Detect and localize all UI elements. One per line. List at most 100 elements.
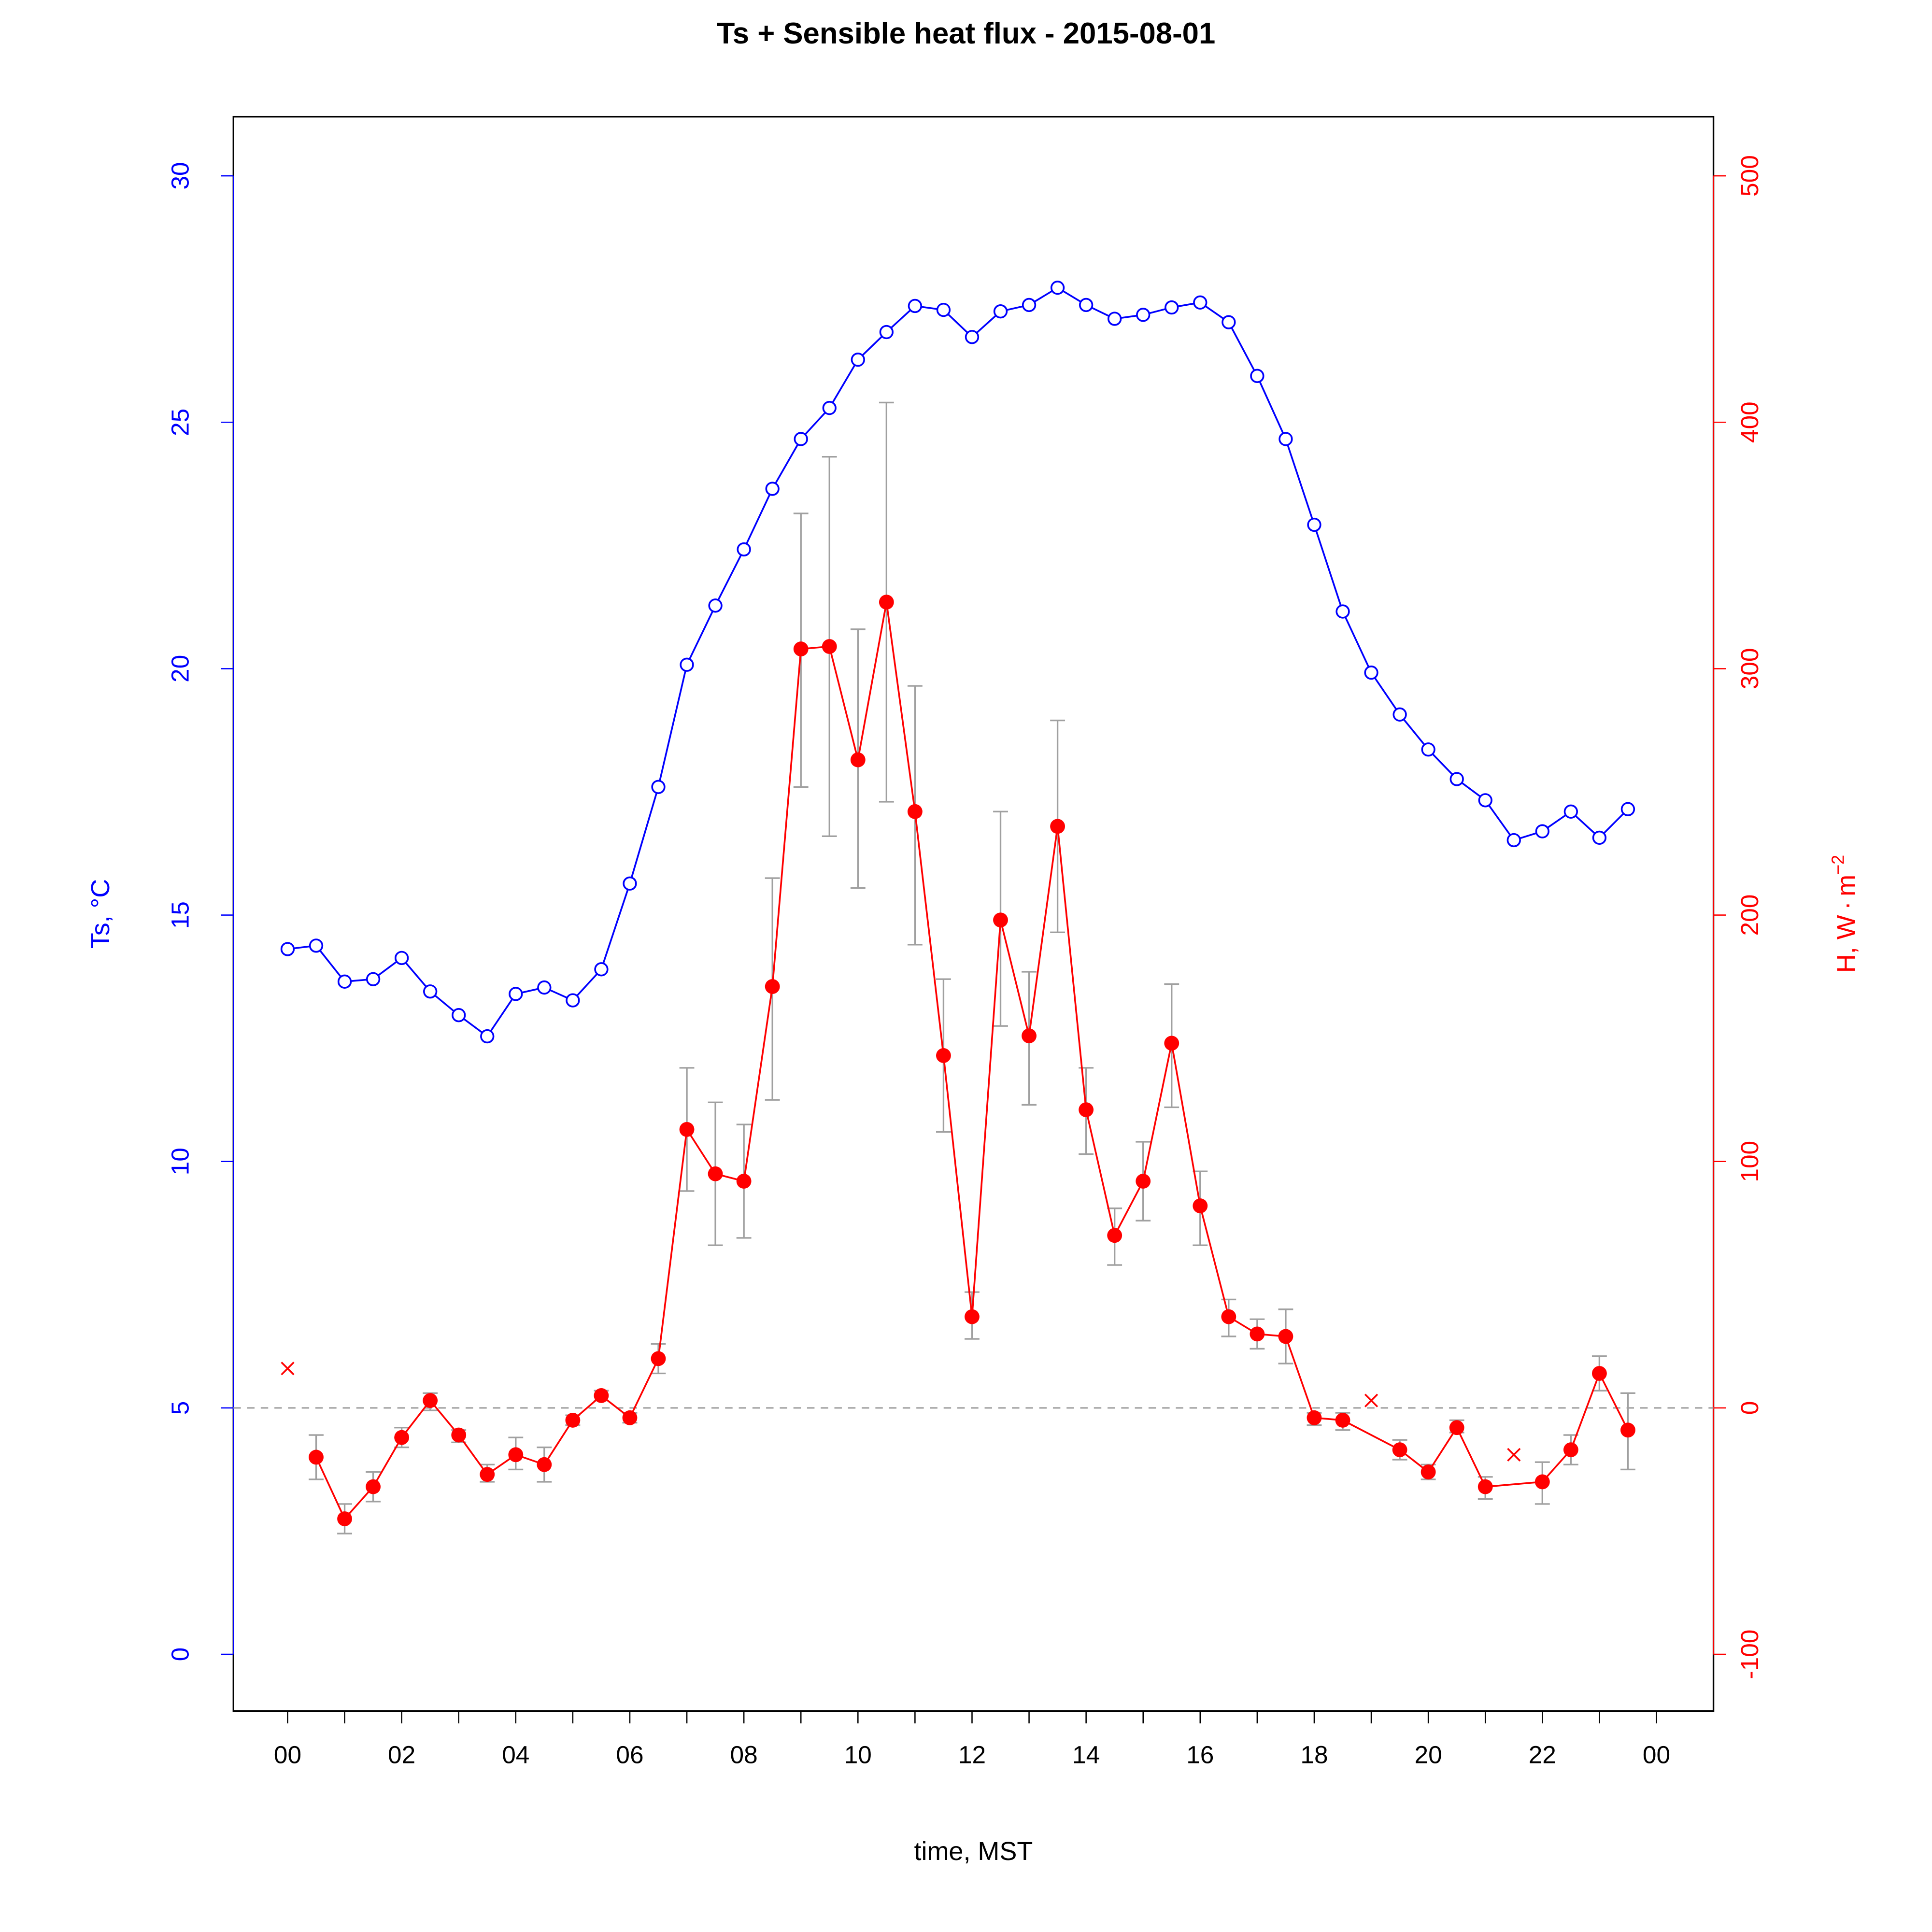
ts-point xyxy=(1108,312,1122,326)
series-line-h xyxy=(315,602,1629,1520)
h-point xyxy=(451,1427,467,1443)
ts-point xyxy=(1222,315,1236,329)
y-tick-label-right: 200 xyxy=(1735,895,1763,936)
h-point xyxy=(1620,1422,1635,1438)
y-tick-label-left: 15 xyxy=(166,901,194,929)
ts-point xyxy=(423,984,438,999)
x-tick-label: 18 xyxy=(1300,1740,1328,1768)
ts-point xyxy=(509,987,523,1001)
ts-point xyxy=(879,325,894,340)
ts-point xyxy=(480,1029,495,1044)
x-tick-label: 10 xyxy=(844,1740,872,1768)
h-point xyxy=(309,1449,324,1465)
h-point xyxy=(736,1174,752,1189)
h-point xyxy=(1563,1442,1578,1458)
y-label-right-unit: m xyxy=(1832,875,1861,896)
h-point xyxy=(1136,1174,1151,1189)
ts-point xyxy=(965,330,980,344)
ts-point xyxy=(1449,772,1464,786)
ts-point xyxy=(651,780,666,794)
ts-point xyxy=(1165,300,1179,315)
x-tick-label: 20 xyxy=(1415,1740,1442,1768)
h-point xyxy=(1221,1309,1236,1324)
x-axis-label: time, MST xyxy=(914,1837,1033,1866)
x-tick-label: 00 xyxy=(274,1740,301,1768)
ts-point xyxy=(366,972,381,986)
ts-point xyxy=(566,993,580,1008)
y-tick-label-right: 400 xyxy=(1735,401,1763,443)
y-tick-label-left: 25 xyxy=(166,409,194,436)
x-tick-label: 00 xyxy=(1643,1740,1670,1768)
ts-point xyxy=(1535,824,1549,838)
ts-point xyxy=(1392,707,1407,722)
ts-point xyxy=(765,482,780,496)
ts-point xyxy=(537,980,552,995)
y-tick-label-left: 10 xyxy=(166,1148,194,1175)
ts-point xyxy=(908,298,923,313)
h-point xyxy=(594,1388,609,1403)
h-point xyxy=(337,1511,352,1526)
h-point xyxy=(1477,1479,1493,1494)
ts-point xyxy=(1506,833,1521,848)
ts-point xyxy=(1279,432,1293,446)
x-tick-label: 12 xyxy=(958,1740,986,1768)
h-point xyxy=(1193,1198,1208,1214)
ts-point xyxy=(1563,804,1578,819)
h-point xyxy=(1164,1036,1179,1051)
h-point xyxy=(1050,819,1065,834)
ts-point xyxy=(1136,308,1151,322)
plot-layer: 00 02 04 06 08 10 12 14 16 18 20 22 00051015202530-1… xyxy=(166,155,1763,1768)
h-point xyxy=(765,979,780,994)
ts-point xyxy=(1364,665,1378,680)
x-tick-label: 08 xyxy=(730,1740,758,1768)
y-tick-label-left: 5 xyxy=(166,1401,194,1415)
ts-point xyxy=(1620,802,1635,816)
y-tick-label-right: 500 xyxy=(1735,155,1763,197)
h-point xyxy=(1107,1228,1122,1243)
ts-point xyxy=(993,304,1008,319)
y-tick-label-left: 30 xyxy=(166,162,194,189)
h-point xyxy=(480,1467,495,1482)
ts-point xyxy=(680,657,694,672)
plot-frame xyxy=(232,115,1715,1712)
h-point xyxy=(1449,1420,1464,1435)
h-point xyxy=(993,912,1008,928)
ts-point xyxy=(309,938,324,953)
h-point xyxy=(537,1457,552,1472)
h-point xyxy=(793,641,809,657)
h-point xyxy=(366,1479,381,1494)
ts-point xyxy=(794,432,808,446)
h-point xyxy=(1421,1464,1436,1479)
h-point xyxy=(822,639,837,654)
y-tick-label-right: 100 xyxy=(1735,1141,1763,1182)
ts-point xyxy=(1250,369,1264,383)
y-tick-label-right: 0 xyxy=(1735,1401,1763,1415)
h-point xyxy=(565,1412,581,1428)
ts-point xyxy=(452,1008,466,1023)
ts-point xyxy=(851,353,865,367)
y-label-right-exp: −2 xyxy=(1828,855,1847,875)
h-point xyxy=(423,1393,438,1408)
ts-point xyxy=(708,598,723,613)
ts-point xyxy=(623,876,637,891)
chart-title: Ts + Sensible heat flux - 2015-08-01 xyxy=(717,17,1216,50)
y-tick-label-left: 20 xyxy=(166,655,194,682)
h-point xyxy=(907,804,923,819)
h-point xyxy=(1278,1329,1293,1344)
h-point xyxy=(1250,1326,1265,1342)
y-label-right-base: H, W xyxy=(1832,915,1861,973)
h-point xyxy=(1079,1102,1094,1118)
x-tick-label: 16 xyxy=(1186,1740,1214,1768)
y-tick-label-right: -100 xyxy=(1735,1630,1763,1679)
ts-point xyxy=(737,542,751,557)
x-tick-label: 14 xyxy=(1072,1740,1100,1768)
h-point xyxy=(1591,1366,1607,1381)
ts-point xyxy=(1193,295,1208,310)
h-point xyxy=(622,1410,638,1425)
ts-point xyxy=(1478,793,1492,808)
x-tick-label: 06 xyxy=(616,1740,643,1768)
h-point xyxy=(936,1048,951,1063)
h-flagged-point xyxy=(1364,1393,1378,1407)
h-point xyxy=(508,1447,524,1463)
ts-point xyxy=(1079,298,1094,313)
